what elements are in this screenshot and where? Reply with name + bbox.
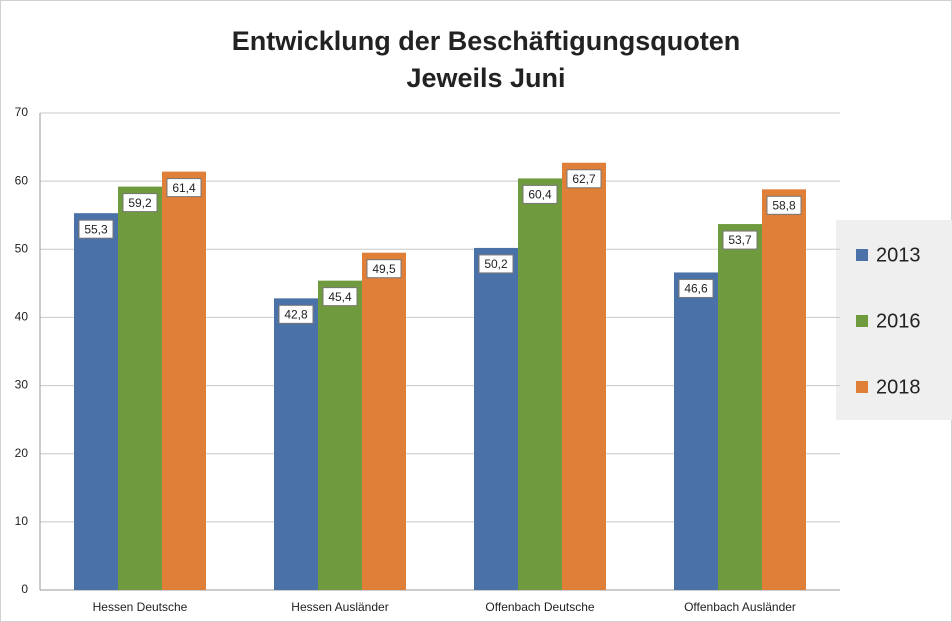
bar (74, 213, 118, 591)
value-label-box (122, 193, 158, 213)
value-label: 59,2 (128, 196, 152, 210)
value-label: 60,4 (528, 188, 552, 202)
x-tick-label: Hessen Ausländer (291, 600, 388, 614)
bar (762, 189, 806, 590)
value-label-box (478, 254, 514, 274)
legend-box (836, 220, 952, 420)
legend-label: 2013 (876, 244, 921, 266)
value-label: 49,5 (372, 262, 396, 276)
bar (474, 247, 518, 590)
value-label-box (522, 184, 558, 204)
bar (274, 298, 318, 590)
y-tick-label: 60 (15, 173, 29, 187)
legend-label: 2016 (876, 310, 921, 332)
x-tick-label: Hessen Deutsche (93, 600, 188, 614)
value-label: 42,8 (284, 308, 308, 322)
value-label-box (322, 287, 358, 307)
value-label-box (678, 278, 714, 298)
y-tick-label: 70 (15, 105, 29, 119)
y-tick-label: 0 (21, 582, 28, 596)
bar (318, 280, 362, 590)
y-tick-label: 40 (15, 310, 29, 324)
bar (718, 224, 762, 590)
value-label: 46,6 (684, 282, 708, 296)
bar (562, 162, 606, 590)
value-label-box (278, 304, 314, 324)
legend-label: 2018 (876, 376, 921, 398)
value-label: 61,4 (172, 181, 196, 195)
y-tick-label: 50 (15, 241, 29, 255)
value-label-box (78, 219, 114, 239)
value-label-box (366, 259, 402, 279)
x-tick-label: Offenbach Deutsche (485, 600, 595, 614)
bar (362, 252, 406, 590)
value-label: 53,7 (728, 233, 752, 247)
y-tick-label: 20 (15, 446, 29, 460)
value-label: 62,7 (572, 172, 596, 186)
y-tick-label: 10 (15, 514, 29, 528)
value-label-box (166, 178, 202, 198)
bar (674, 272, 718, 590)
value-label-box (722, 230, 758, 250)
chart-subtitle: Jeweils Juni (406, 63, 565, 93)
value-label: 58,8 (772, 198, 796, 212)
chart-title: Entwicklung der Beschäftigungsquoten (232, 26, 741, 56)
value-label: 50,2 (484, 257, 508, 271)
x-tick-label: Offenbach Ausländer (684, 600, 796, 614)
bar (518, 178, 562, 590)
bar (118, 186, 162, 590)
value-label-box (766, 195, 802, 215)
y-tick-label: 30 (15, 378, 29, 392)
legend-swatch (856, 315, 868, 327)
value-label: 55,3 (84, 222, 108, 236)
legend-swatch (856, 249, 868, 261)
legend-swatch (856, 381, 868, 393)
bar (162, 171, 206, 591)
value-label-box (566, 169, 602, 189)
value-label: 45,4 (328, 290, 352, 304)
